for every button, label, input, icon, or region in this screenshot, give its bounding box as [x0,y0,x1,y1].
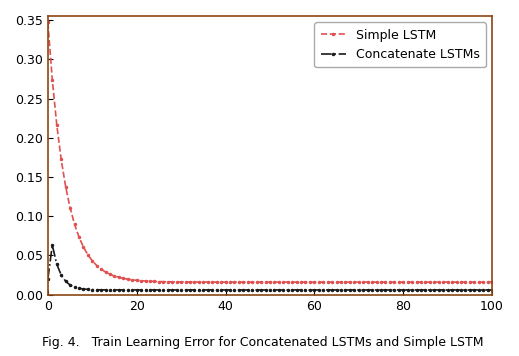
Concatenate LSTMs [360,288,366,292]
Concatenate LSTMs [489,288,495,292]
Concatenate LSTMs [253,288,260,292]
Simple LSTM [249,280,255,284]
Concatenate LSTMs [387,288,393,292]
Line: Concatenate LSTMs: Concatenate LSTMs [46,243,494,292]
Simple LSTM [378,280,384,284]
Concatenate LSTMs [45,277,51,281]
Concatenate LSTMs [369,288,375,292]
Simple LSTM [356,280,362,284]
Line: Simple LSTM: Simple LSTM [46,20,494,284]
Concatenate LSTMs [49,243,56,247]
Text: Fig. 4.   Train Learning Error for Concatenated LSTMs and Simple LSTM: Fig. 4. Train Learning Error for Concate… [42,336,483,349]
Simple LSTM [156,279,162,284]
Legend: Simple LSTM, Concatenate LSTMs: Simple LSTM, Concatenate LSTMs [315,22,486,67]
Simple LSTM [45,20,51,25]
Simple LSTM [311,280,318,284]
Simple LSTM [489,280,495,284]
Concatenate LSTMs [316,288,322,292]
Simple LSTM [76,235,82,239]
Concatenate LSTMs [80,287,87,291]
Concatenate LSTMs [160,288,167,292]
